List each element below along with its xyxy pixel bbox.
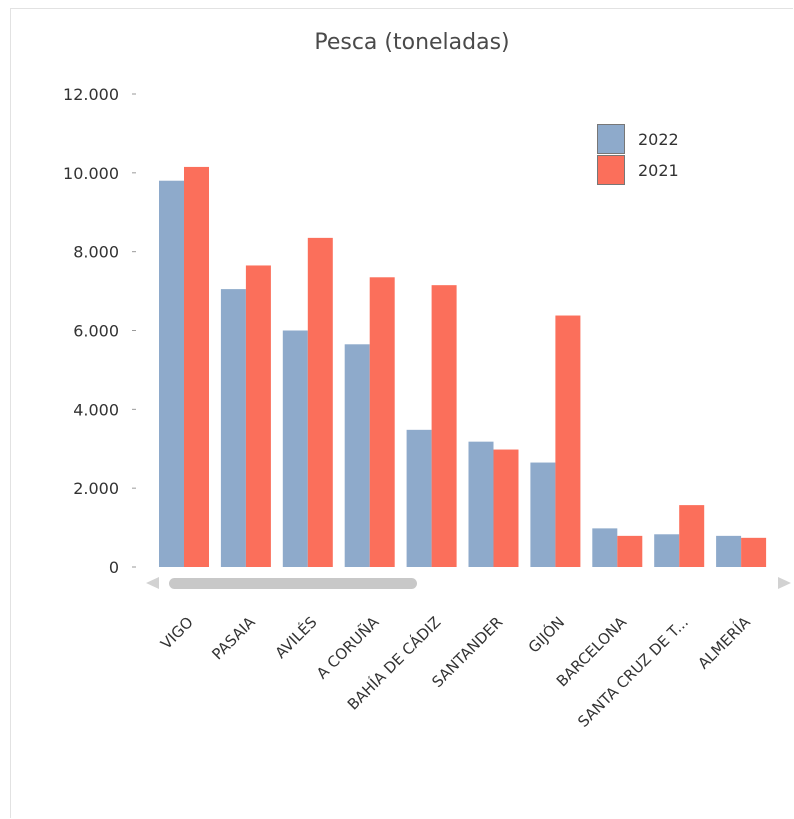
y-tick-label: 6.000 [73,322,119,341]
scroll-left-arrow[interactable] [146,577,159,589]
bar-2021-4[interactable] [431,285,457,567]
bar-2021-9[interactable] [741,537,767,567]
bar-2022-6[interactable] [530,462,556,567]
scroll-thumb[interactable] [169,578,417,589]
chart-title: Pesca (toneladas) [314,30,509,55]
scroll-right-arrow[interactable] [778,577,791,589]
bar-2021-5[interactable] [493,449,519,567]
bars [159,166,767,568]
bar-2021-3[interactable] [369,277,395,567]
bar-2022-7[interactable] [592,528,618,567]
x-category-label: VIGO [157,613,197,653]
x-category-label: SANTA CRUZ DE T... [574,613,692,731]
chart-frame [10,8,793,818]
legend: 2022 2021 [597,124,679,185]
bar-2022-1[interactable] [220,289,246,567]
legend-label-2022: 2022 [638,130,679,149]
bar-2021-0[interactable] [184,166,209,567]
y-tick-label: 0 [109,558,119,577]
legend-swatch-2022 [597,124,625,154]
y-axis: 0 2.000 4.000 6.000 8.000 10.000 12.000 [63,85,136,577]
bar-2021-6[interactable] [555,315,581,567]
y-tick-label: 10.000 [63,164,119,183]
bar-2021-1[interactable] [245,265,271,567]
bar-2022-9[interactable] [716,535,742,567]
bar-2022-0[interactable] [159,180,184,567]
legend-label-2021: 2021 [638,161,679,180]
y-tick-label: 12.000 [63,85,119,104]
legend-swatch-2021 [597,155,625,185]
bar-2022-4[interactable] [406,429,432,567]
x-category-label: AVILÉS [271,612,321,662]
bar-2021-2[interactable] [307,237,333,567]
y-tick-label: 8.000 [73,243,119,262]
bar-2022-8[interactable] [654,534,680,567]
bar-2021-7[interactable] [617,535,643,567]
x-category-label: GIJÓN [524,612,568,656]
x-category-label: ALMERÍA [694,612,755,673]
x-category-label: PASAIA [208,613,259,664]
bar-2022-3[interactable] [344,344,370,567]
bar-2021-8[interactable] [679,505,705,567]
y-tick-label: 2.000 [73,479,119,498]
scrollbar[interactable] [146,577,791,589]
y-tick-label: 4.000 [73,400,119,419]
bar-2022-2[interactable] [282,330,308,568]
bar-2022-5[interactable] [468,441,494,567]
